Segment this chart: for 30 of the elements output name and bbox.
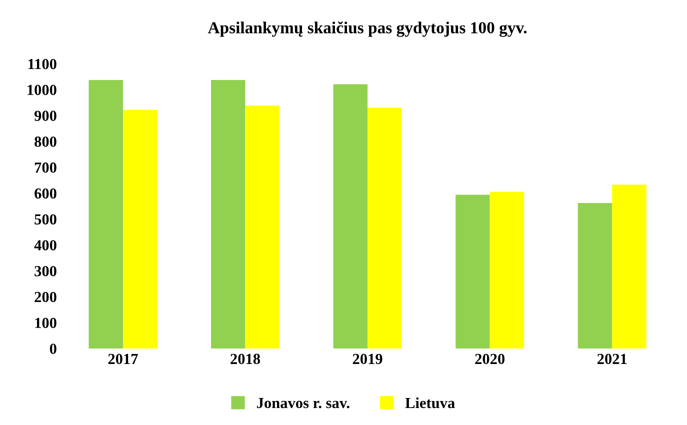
x-tick-label: 2021: [597, 354, 627, 364]
y-tick-label: 1000: [28, 84, 56, 96]
bar: [333, 84, 368, 348]
bar: [122, 110, 158, 348]
x-tick-label: 2020: [475, 354, 505, 364]
bar: [456, 194, 490, 348]
y-tick-label: 700: [34, 162, 56, 173]
x-tick-label: 2018: [230, 354, 260, 364]
y-tick-label: 600: [34, 188, 56, 199]
bar: [245, 106, 280, 348]
bar: [88, 80, 123, 348]
y-tick-label: 1100: [28, 58, 56, 70]
bar: [490, 192, 524, 348]
legend-label: Lietuva: [405, 397, 455, 408]
y-tick-label: 0: [50, 344, 56, 354]
chart-title: Apsilankymų skaičius pas gydytojus 100 gyv.: [208, 21, 527, 37]
y-tick-label: 300: [34, 266, 56, 276]
bar: [368, 108, 402, 348]
y-tick-label: 800: [34, 136, 56, 147]
x-tick-label: 2019: [352, 354, 382, 364]
y-tick-label: 500: [34, 214, 56, 225]
bar: [612, 184, 646, 348]
y-tick-label: 400: [34, 240, 56, 250]
x-tick-label: 2017: [108, 354, 138, 364]
y-tick-label: 100: [35, 318, 56, 328]
bar: [211, 80, 246, 348]
legend-label: Jonavos r. sav.: [257, 398, 350, 408]
y-tick-label: 200: [34, 292, 56, 302]
bar: [578, 203, 612, 348]
y-tick-label: 900: [34, 110, 56, 121]
